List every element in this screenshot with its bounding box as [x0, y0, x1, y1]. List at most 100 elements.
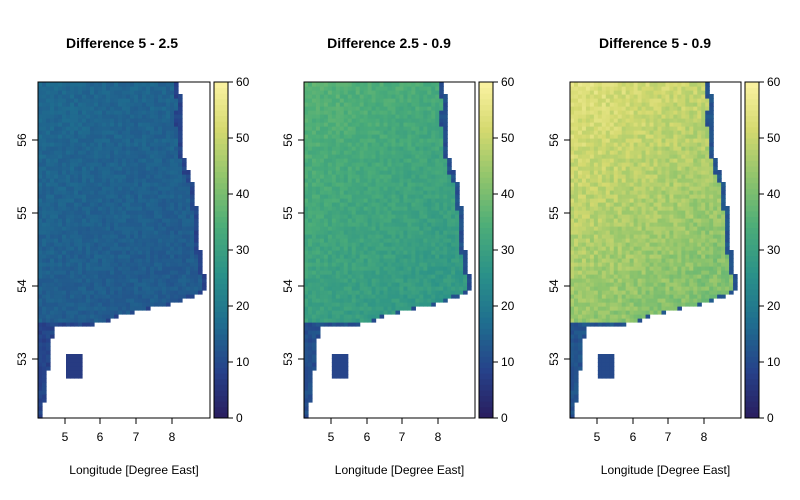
heatmap-cell	[419, 262, 424, 267]
heatmap-cell	[411, 182, 416, 187]
heatmap-cell	[98, 142, 103, 147]
heatmap-cell	[174, 190, 179, 195]
heatmap-cell	[339, 366, 345, 371]
heatmap-cell	[50, 130, 55, 135]
heatmap-cell	[38, 302, 43, 307]
heatmap-cell	[114, 282, 119, 287]
heatmap-cell	[371, 290, 377, 295]
heatmap-cell	[411, 190, 416, 195]
heatmap-cell	[58, 194, 63, 199]
heatmap-cell	[114, 254, 119, 259]
heatmap-cell	[66, 210, 71, 215]
heatmap-cell	[158, 110, 163, 115]
heatmap-cell	[343, 110, 349, 115]
heatmap-cell	[399, 246, 405, 251]
heatmap-cell	[347, 226, 353, 231]
heatmap-cell	[435, 150, 440, 155]
heatmap-cell	[66, 318, 71, 323]
heatmap-cell	[122, 286, 127, 291]
heatmap-cell	[399, 86, 405, 91]
heatmap-cell	[182, 278, 187, 283]
heatmap-cell	[435, 258, 440, 263]
heatmap-cell	[90, 270, 95, 275]
heatmap-cell	[379, 266, 385, 271]
heatmap-cell	[387, 310, 393, 315]
heatmap-cell	[423, 278, 428, 283]
heatmap-cell	[114, 170, 119, 175]
heatmap-cell	[122, 250, 127, 255]
heatmap-cell	[407, 306, 412, 311]
heatmap-cell	[42, 278, 47, 283]
heatmap-cell	[363, 110, 369, 115]
heatmap	[38, 82, 207, 419]
heatmap-cell	[150, 82, 155, 87]
heatmap-cell	[347, 294, 353, 299]
heatmap-cell	[186, 282, 191, 287]
heatmap-cell	[122, 86, 127, 91]
heatmap-cell	[66, 262, 71, 267]
heatmap-cell	[355, 210, 361, 215]
colorbar-step	[214, 132, 228, 139]
heatmap-cell	[439, 206, 444, 211]
heatmap-cell	[78, 310, 83, 315]
heatmap-cell	[138, 190, 143, 195]
heatmap-cell	[106, 138, 111, 143]
heatmap-cell	[637, 318, 643, 323]
heatmap-cell	[331, 134, 337, 139]
heatmap-cell	[331, 354, 337, 359]
heatmap-cell	[126, 82, 131, 87]
heatmap-cell	[371, 82, 377, 87]
colorbar-step	[479, 356, 493, 363]
heatmap-cell	[38, 378, 43, 383]
heatmap-cell	[42, 98, 47, 103]
heatmap-cell	[363, 114, 369, 119]
heatmap-cell	[122, 246, 127, 251]
heatmap-cell	[379, 246, 385, 251]
heatmap-cell	[50, 182, 55, 187]
heatmap-cell	[573, 390, 579, 395]
heatmap-cell	[367, 126, 373, 131]
heatmap-cell	[58, 286, 63, 291]
heatmap-cell	[304, 370, 309, 375]
heatmap-cell	[367, 306, 373, 311]
heatmap-cell	[122, 130, 127, 135]
heatmap-cell	[391, 234, 397, 239]
heatmap-cell	[431, 238, 436, 243]
heatmap-cell	[343, 354, 349, 359]
heatmap-cell	[118, 266, 123, 271]
heatmap-cell	[158, 258, 163, 263]
heatmap-cell	[50, 234, 55, 239]
heatmap-cell	[146, 282, 151, 287]
heatmap-cell	[304, 234, 309, 239]
heatmap-cell	[304, 326, 309, 331]
heatmap-cell	[319, 318, 325, 323]
heatmap-cell	[403, 158, 408, 163]
heatmap-cell	[46, 278, 51, 283]
colorbar-step	[479, 194, 493, 201]
heatmap-cell	[415, 218, 420, 223]
heatmap-cell	[304, 150, 309, 155]
heatmap-cell	[162, 110, 167, 115]
panel-3: Difference 5 - 0.95 6 7 853545556Longitude …	[547, 35, 781, 477]
heatmap-cell	[315, 202, 321, 207]
heatmap-cell	[351, 158, 357, 163]
heatmap-cell	[319, 230, 325, 235]
heatmap-cell	[158, 274, 163, 279]
heatmap-cell	[142, 94, 147, 99]
heatmap-cell	[150, 242, 155, 247]
heatmap-cell	[327, 166, 333, 171]
heatmap-cell	[86, 158, 91, 163]
heatmap-cell	[311, 230, 317, 235]
heatmap-cell	[138, 258, 143, 263]
heatmap-cell	[371, 110, 377, 115]
heatmap-cell	[166, 234, 171, 239]
colorbar-step	[479, 362, 493, 369]
heatmap-cell	[391, 274, 397, 279]
heatmap-cell	[66, 322, 71, 327]
heatmap-cell	[170, 110, 175, 115]
heatmap-cell	[351, 146, 357, 151]
heatmap-cell	[50, 246, 55, 251]
heatmap-cell	[110, 94, 115, 99]
heatmap-cell	[142, 234, 147, 239]
heatmap-cell	[122, 262, 127, 267]
